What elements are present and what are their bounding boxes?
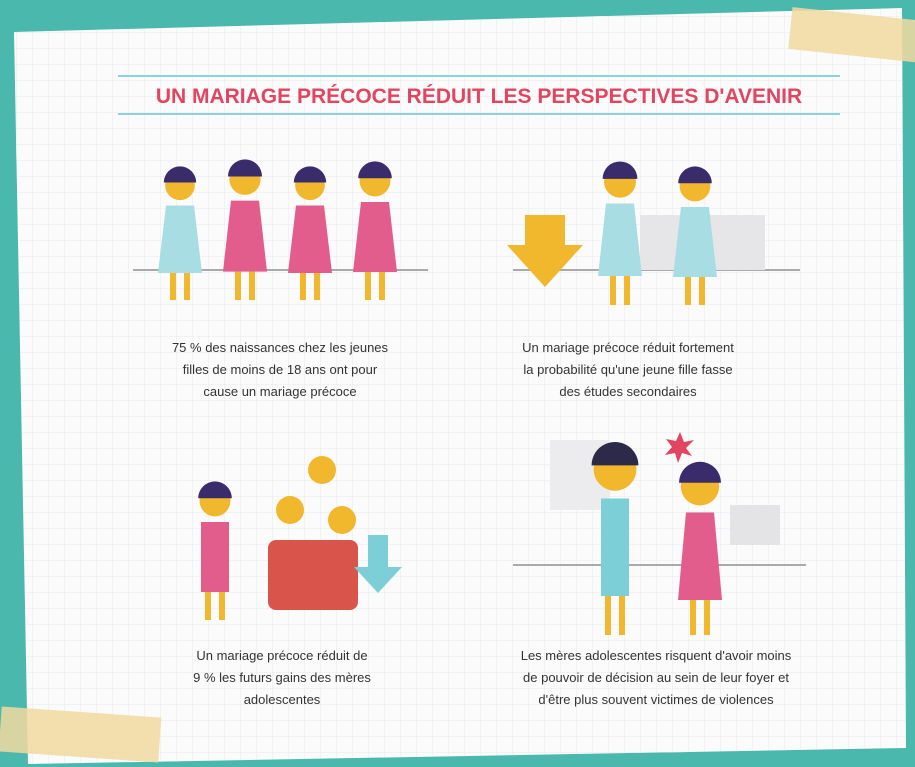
leg [249, 272, 255, 300]
caption-line: 9 % les futurs gains des mères [193, 670, 371, 685]
leg [690, 600, 696, 635]
coin [308, 456, 336, 484]
leg [605, 596, 611, 635]
caption-line: adolescentes [244, 692, 321, 707]
leg [219, 592, 225, 620]
dress [201, 522, 229, 592]
caption-line: Un mariage précoce réduit de [196, 648, 367, 663]
leg [624, 276, 630, 305]
caption-line: des études secondaires [559, 384, 697, 399]
caption-line: Les mères adolescentes risquent d'avoir … [521, 648, 792, 663]
wallet [268, 540, 358, 610]
title: UN MARIAGE PRÉCOCE RÉDUIT LES PERSPECTIV… [156, 85, 802, 108]
coin [276, 496, 304, 524]
leg [205, 592, 211, 620]
caption-line: cause un mariage précoce [203, 384, 356, 399]
caption-line: Un mariage précoce réduit fortement [522, 340, 734, 355]
leg [170, 273, 176, 300]
leg [235, 272, 241, 300]
leg [314, 273, 320, 300]
caption-line: 75 % des naissances chez les jeunes [172, 340, 389, 355]
infographic: UN MARIAGE PRÉCOCE RÉDUIT LES PERSPECTIV… [0, 0, 915, 767]
leg [184, 273, 190, 300]
dress [601, 499, 629, 597]
leg [365, 272, 371, 300]
caption-line: la probabilité qu'une jeune fille fasse [523, 362, 732, 377]
leg [699, 277, 705, 305]
coin [328, 506, 356, 534]
caption-line: filles de moins de 18 ans ont pour [183, 362, 378, 377]
leg [685, 277, 691, 305]
leg [610, 276, 616, 305]
caption-line: de pouvoir de décision au sein de leur f… [523, 670, 789, 685]
cabinet [730, 505, 780, 545]
leg [704, 600, 710, 635]
page: {"header": {"title": "UN MARIAGE PRÉCOCE… [0, 0, 915, 767]
caption-line: d'être plus souvent victimes de violence… [538, 692, 774, 707]
leg [300, 273, 306, 300]
leg [379, 272, 385, 300]
leg [619, 596, 625, 635]
